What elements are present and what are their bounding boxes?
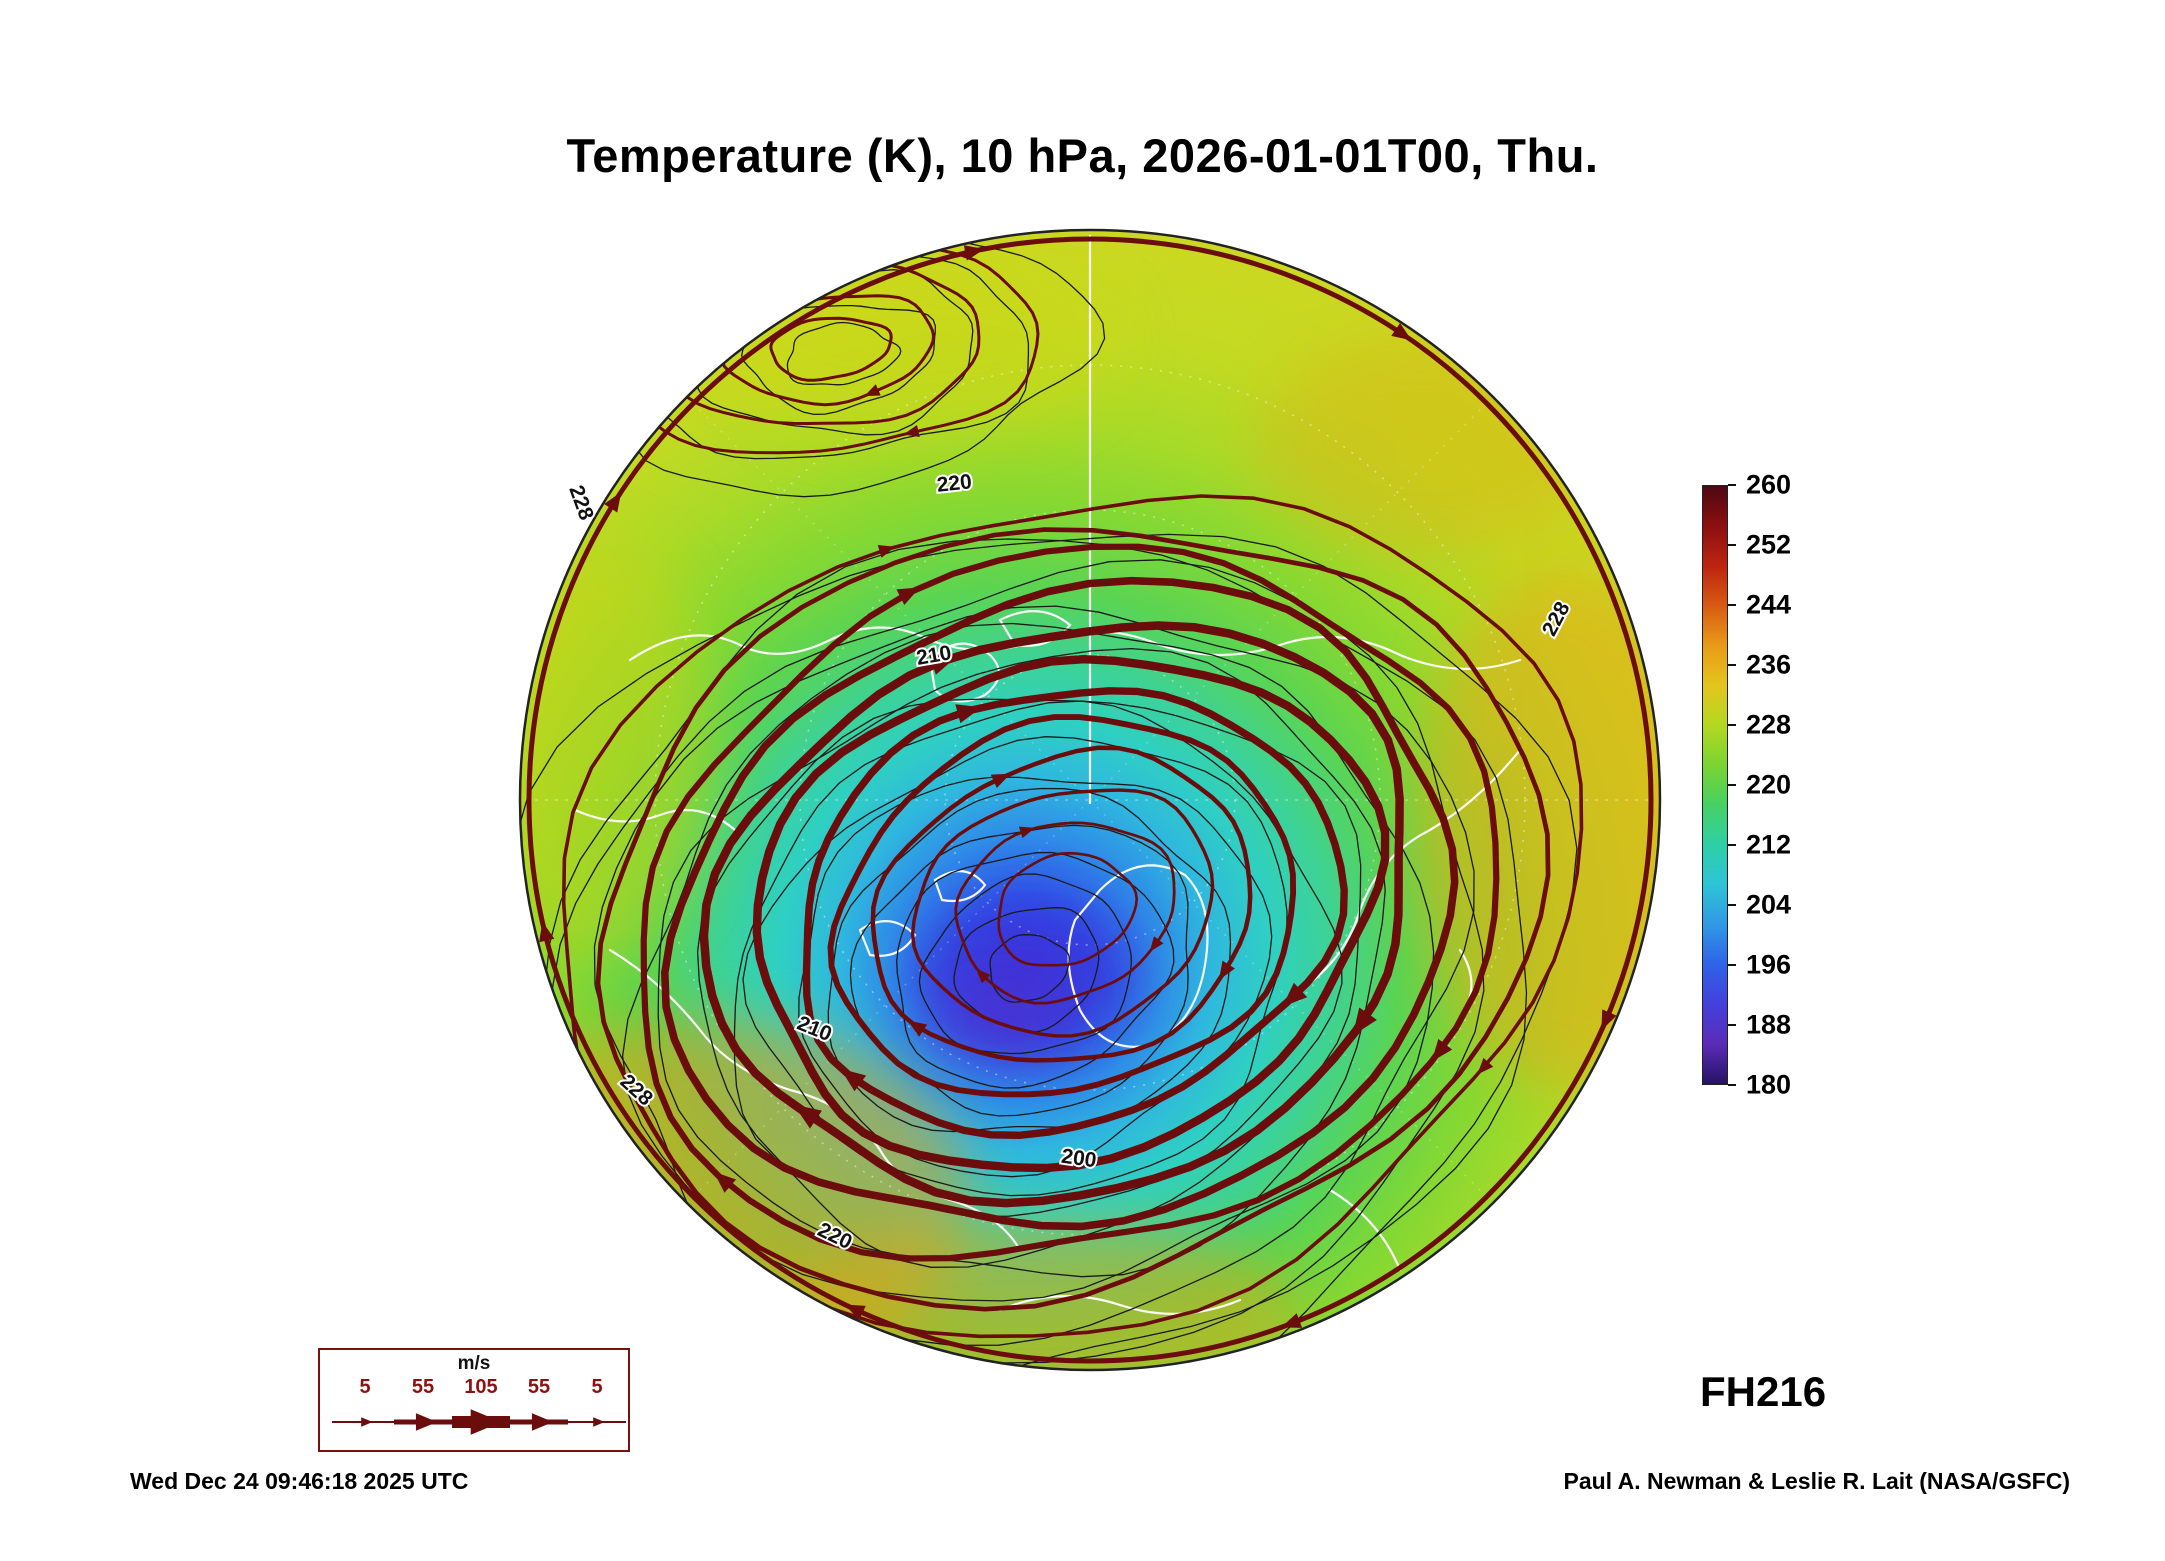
colorbar-tick-label: 244 bbox=[1746, 589, 1792, 620]
wind-speed-label: 55 bbox=[527, 1376, 551, 1398]
colorbar-tick-mark bbox=[1728, 1084, 1736, 1086]
colorbar-tick-label: 188 bbox=[1746, 1009, 1792, 1040]
wind-speed-values: 5 55 105 55 5 bbox=[320, 1376, 628, 1400]
colorbar-tick-label: 196 bbox=[1746, 949, 1792, 980]
wind-speed-label: 5 bbox=[359, 1376, 371, 1398]
colorbar-tick-label: 212 bbox=[1746, 829, 1792, 860]
forecast-hour-label: FH216 bbox=[1700, 1368, 1827, 1415]
contour-label: 220 bbox=[936, 470, 973, 497]
wind-speed-label: 5 bbox=[591, 1376, 603, 1398]
colorbar-tick-mark bbox=[1728, 604, 1736, 606]
colorbar-tick-label: 236 bbox=[1746, 649, 1792, 680]
credit-text: Paul A. Newman & Leslie R. Lait (NASA/GS… bbox=[1563, 1468, 2070, 1494]
colorbar-tick-mark bbox=[1728, 544, 1736, 546]
colorbar-tick-mark bbox=[1728, 724, 1736, 726]
colorbar-tick-label: 180 bbox=[1746, 1069, 1792, 1100]
wind-speed-label: 55 bbox=[411, 1376, 435, 1398]
contour-label: 228 bbox=[564, 482, 598, 523]
colorbar-tick-mark bbox=[1728, 664, 1736, 666]
colorbar-tick-mark bbox=[1728, 964, 1736, 966]
colorbar: 260 252 244 236 228 220 212 204 196 188 180 bbox=[1702, 470, 1862, 1100]
colorbar-tick-mark bbox=[1728, 484, 1736, 486]
plot-title: Temperature (K), 10 hPa, 2026-01-01T00, … bbox=[566, 129, 1599, 182]
colorbar-tick-label: 252 bbox=[1746, 529, 1792, 560]
colorbar-ticks: 260 252 244 236 228 220 212 204 196 188 180 bbox=[1702, 470, 1862, 1100]
generated-timestamp: Wed Dec 24 09:46:18 2025 UTC bbox=[130, 1468, 469, 1494]
colorbar-gradient bbox=[1702, 485, 1728, 1085]
colorbar-tick-mark bbox=[1728, 844, 1736, 846]
colorbar-tick-label: 260 bbox=[1746, 469, 1792, 500]
wind-arrow-scale-icon bbox=[332, 1409, 626, 1435]
colorbar-tick-mark bbox=[1728, 784, 1736, 786]
colorbar-tick-mark bbox=[1728, 1024, 1736, 1026]
colorbar-tick-mark bbox=[1728, 904, 1736, 906]
colorbar-tick-label: 204 bbox=[1746, 889, 1792, 920]
contour-label: 200 bbox=[1060, 1145, 1098, 1173]
wind-units-label: m/s bbox=[457, 1353, 491, 1374]
wind-speed-label: 105 bbox=[464, 1376, 498, 1398]
wind-speed-legend: m/s 5 55 105 55 5 bbox=[318, 1348, 630, 1452]
colorbar-tick-label: 228 bbox=[1746, 709, 1792, 740]
colorbar-tick-label: 220 bbox=[1746, 769, 1792, 800]
